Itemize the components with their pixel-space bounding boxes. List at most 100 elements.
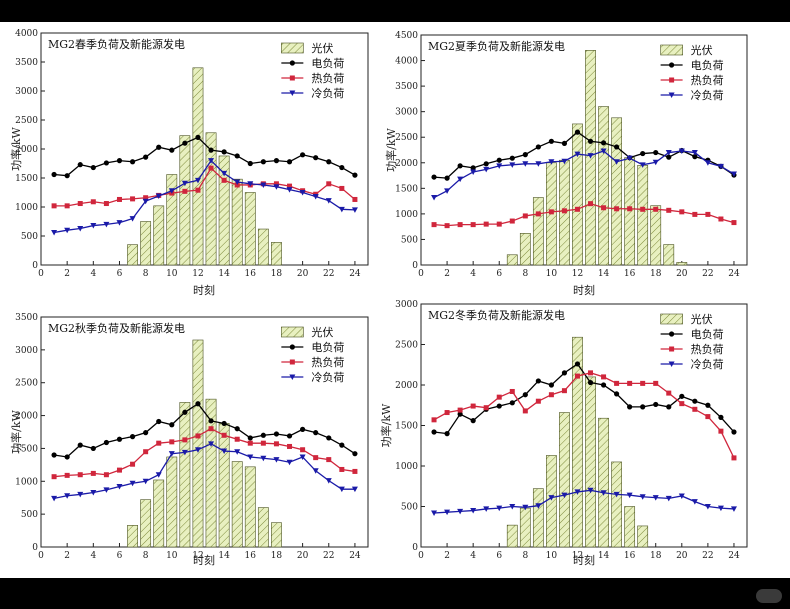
heat-load-point: [601, 374, 607, 380]
cold-load-point: [587, 487, 594, 494]
cold-load-point: [470, 169, 477, 175]
heat-load-point: [64, 472, 70, 478]
cold-load-point: [286, 187, 293, 193]
heat-load-point: [221, 177, 227, 183]
cold-load-point: [509, 504, 516, 510]
cold-load-line: [53, 443, 355, 500]
x-tick-label: 8: [522, 269, 528, 279]
electric-load-point: [444, 175, 450, 181]
cold-load-point: [51, 230, 58, 236]
heat-load-point: [470, 403, 476, 409]
y-tick-label: 1000: [395, 210, 418, 220]
cold-load-point: [77, 225, 84, 232]
electric-load-point: [431, 429, 437, 435]
cold-load-point: [665, 495, 672, 502]
electric-load-point: [352, 451, 358, 457]
x-tick-label: 12: [192, 269, 203, 279]
electric-load-point: [90, 445, 96, 452]
heat-load-point: [208, 426, 214, 432]
pv-bar: [506, 524, 518, 548]
legend-pv-label: 光伏: [311, 41, 333, 55]
cold-load-point: [561, 158, 568, 165]
cold-load-point: [312, 194, 319, 200]
x-axis-label: 时刻: [193, 283, 215, 297]
heat-load-point: [692, 406, 698, 412]
pv-bar: [598, 417, 609, 548]
x-tick-label: 2: [64, 551, 70, 561]
electric-load-point: [64, 454, 70, 460]
x-tick-label: 14: [598, 551, 610, 561]
cold-load-point: [522, 161, 529, 167]
pv-bar: [257, 507, 269, 548]
electric-load-point: [561, 370, 568, 376]
cold-load-point: [312, 468, 319, 474]
pv-bar: [205, 398, 217, 548]
cold-load-point: [325, 198, 332, 204]
electric-load-line: [53, 402, 356, 458]
electric-load-point: [64, 173, 70, 179]
cold-load-point: [247, 454, 254, 460]
cold-load-line: [53, 159, 355, 234]
x-tick-label: 12: [572, 551, 583, 561]
pv-bar: [519, 233, 531, 266]
legend-heat-marker: [669, 346, 675, 352]
x-tick-label: 0: [38, 551, 44, 561]
pv-bar: [271, 242, 282, 266]
electric-load-point: [169, 422, 175, 428]
y-tick-label: 500: [21, 510, 38, 520]
pv-bar: [519, 507, 531, 548]
x-axis-label: 时刻: [573, 283, 595, 297]
electric-load-point: [129, 434, 136, 440]
cold-load-line: [433, 150, 735, 199]
legend-electric-label: 电负荷: [691, 58, 724, 72]
heat-load-line: [433, 202, 735, 227]
cold-load-point: [260, 455, 267, 462]
heat-load-point: [718, 428, 724, 434]
cold-load-point: [181, 180, 188, 187]
heat-load-point: [352, 468, 358, 474]
electric-load-point: [273, 158, 280, 164]
cold-load-line: [433, 489, 735, 514]
heat-load-point: [221, 432, 227, 438]
heat-load-point: [116, 196, 122, 202]
cold-load-point: [129, 480, 136, 487]
pv-bar: [637, 525, 649, 548]
legend-heat-label: 热负荷: [311, 355, 344, 369]
y-tick-label: 2500: [15, 379, 38, 389]
electric-load-point: [692, 154, 698, 160]
heat-load-point: [326, 457, 332, 463]
heat-load-point: [182, 188, 188, 194]
pv-bar: [218, 423, 230, 548]
x-tick-label: 14: [218, 551, 230, 561]
y-tick-label: 1000: [15, 203, 38, 213]
x-tick-label: 24: [349, 551, 361, 561]
heat-load-point: [483, 405, 489, 411]
y-tick-label: 3500: [15, 58, 38, 68]
heat-load-point: [103, 472, 109, 478]
heat-load-point: [77, 201, 83, 207]
legend-pv-label: 光伏: [691, 312, 713, 326]
x-tick-label: 20: [676, 551, 688, 561]
heat-load-point: [561, 388, 567, 394]
heat-load-point: [195, 433, 201, 439]
x-tick-label: 6: [117, 269, 123, 279]
electric-load-point: [352, 172, 358, 178]
heat-load-point: [431, 417, 437, 423]
cold-load-point: [168, 451, 175, 457]
electric-load-point: [731, 429, 737, 435]
electric-load-point: [587, 379, 594, 386]
cold-load-point: [483, 166, 490, 173]
x-tick-label: 24: [728, 269, 740, 279]
electric-load-point: [143, 430, 149, 436]
electric-load-point: [496, 403, 502, 409]
heat-load-point: [614, 380, 620, 386]
x-tick-label: 4: [90, 269, 96, 279]
heat-load-point: [627, 380, 633, 386]
electric-load-point: [339, 442, 345, 448]
cold-load-point: [496, 163, 503, 169]
heat-load-point: [77, 472, 83, 478]
pv-bar: [192, 339, 204, 548]
heat-load-point: [666, 207, 672, 213]
x-tick-label: 10: [166, 551, 178, 561]
